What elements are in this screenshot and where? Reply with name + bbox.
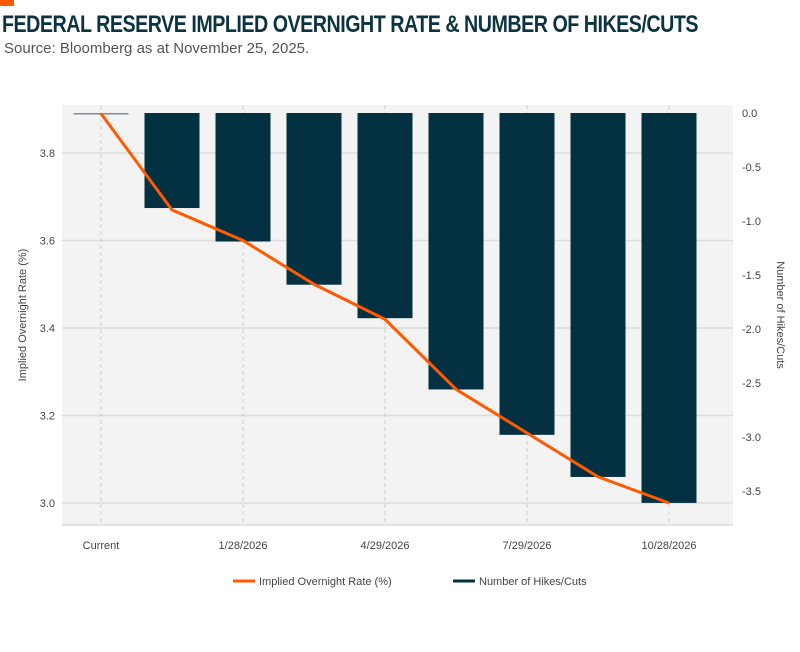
y2-tick-label: -1.5 <box>742 270 761 282</box>
chart-title: FEDERAL RESERVE IMPLIED OVERNIGHT RATE &… <box>2 11 699 38</box>
y2-tick-label: 0.0 <box>742 108 757 120</box>
y2-tick-label: -3.5 <box>742 486 761 498</box>
y-tick-label: 3.8 <box>40 148 55 160</box>
accent-bar <box>0 0 14 6</box>
bar <box>357 113 413 319</box>
source-note: Source: Bloomberg as at November 25, 202… <box>4 40 310 57</box>
y2-tick-label: -0.5 <box>742 162 761 174</box>
bar <box>499 113 555 435</box>
y2-tick-label: -3.0 <box>742 432 761 444</box>
y-tick-label: 3.4 <box>40 323 55 335</box>
bar <box>215 113 271 242</box>
legend-label-hikes: Number of Hikes/Cuts <box>479 576 587 588</box>
bar <box>641 113 697 503</box>
x-tick-label: 7/29/2026 <box>503 540 552 552</box>
x-tick-label: 10/28/2026 <box>641 540 696 552</box>
y2-tick-label: -2.5 <box>742 378 761 390</box>
y2-axis-title: Number of Hikes/Cuts <box>774 261 786 369</box>
bar <box>428 113 484 390</box>
x-tick-label: 1/28/2026 <box>219 540 268 552</box>
legend-label-rate: Implied Overnight Rate (%) <box>259 576 392 588</box>
bar <box>286 113 342 285</box>
y-axis-title: Implied Overnight Rate (%) <box>17 249 29 382</box>
bar <box>144 113 200 209</box>
bar <box>570 113 626 477</box>
x-tick-label: Current <box>83 540 120 552</box>
y2-tick-label: -2.0 <box>742 324 761 336</box>
y2-tick-label: -1.0 <box>742 216 761 228</box>
x-tick-label: 4/29/2026 <box>361 540 410 552</box>
y-tick-label: 3.0 <box>40 498 55 510</box>
y-tick-label: 3.6 <box>40 236 55 248</box>
y-tick-label: 3.2 <box>40 411 55 423</box>
